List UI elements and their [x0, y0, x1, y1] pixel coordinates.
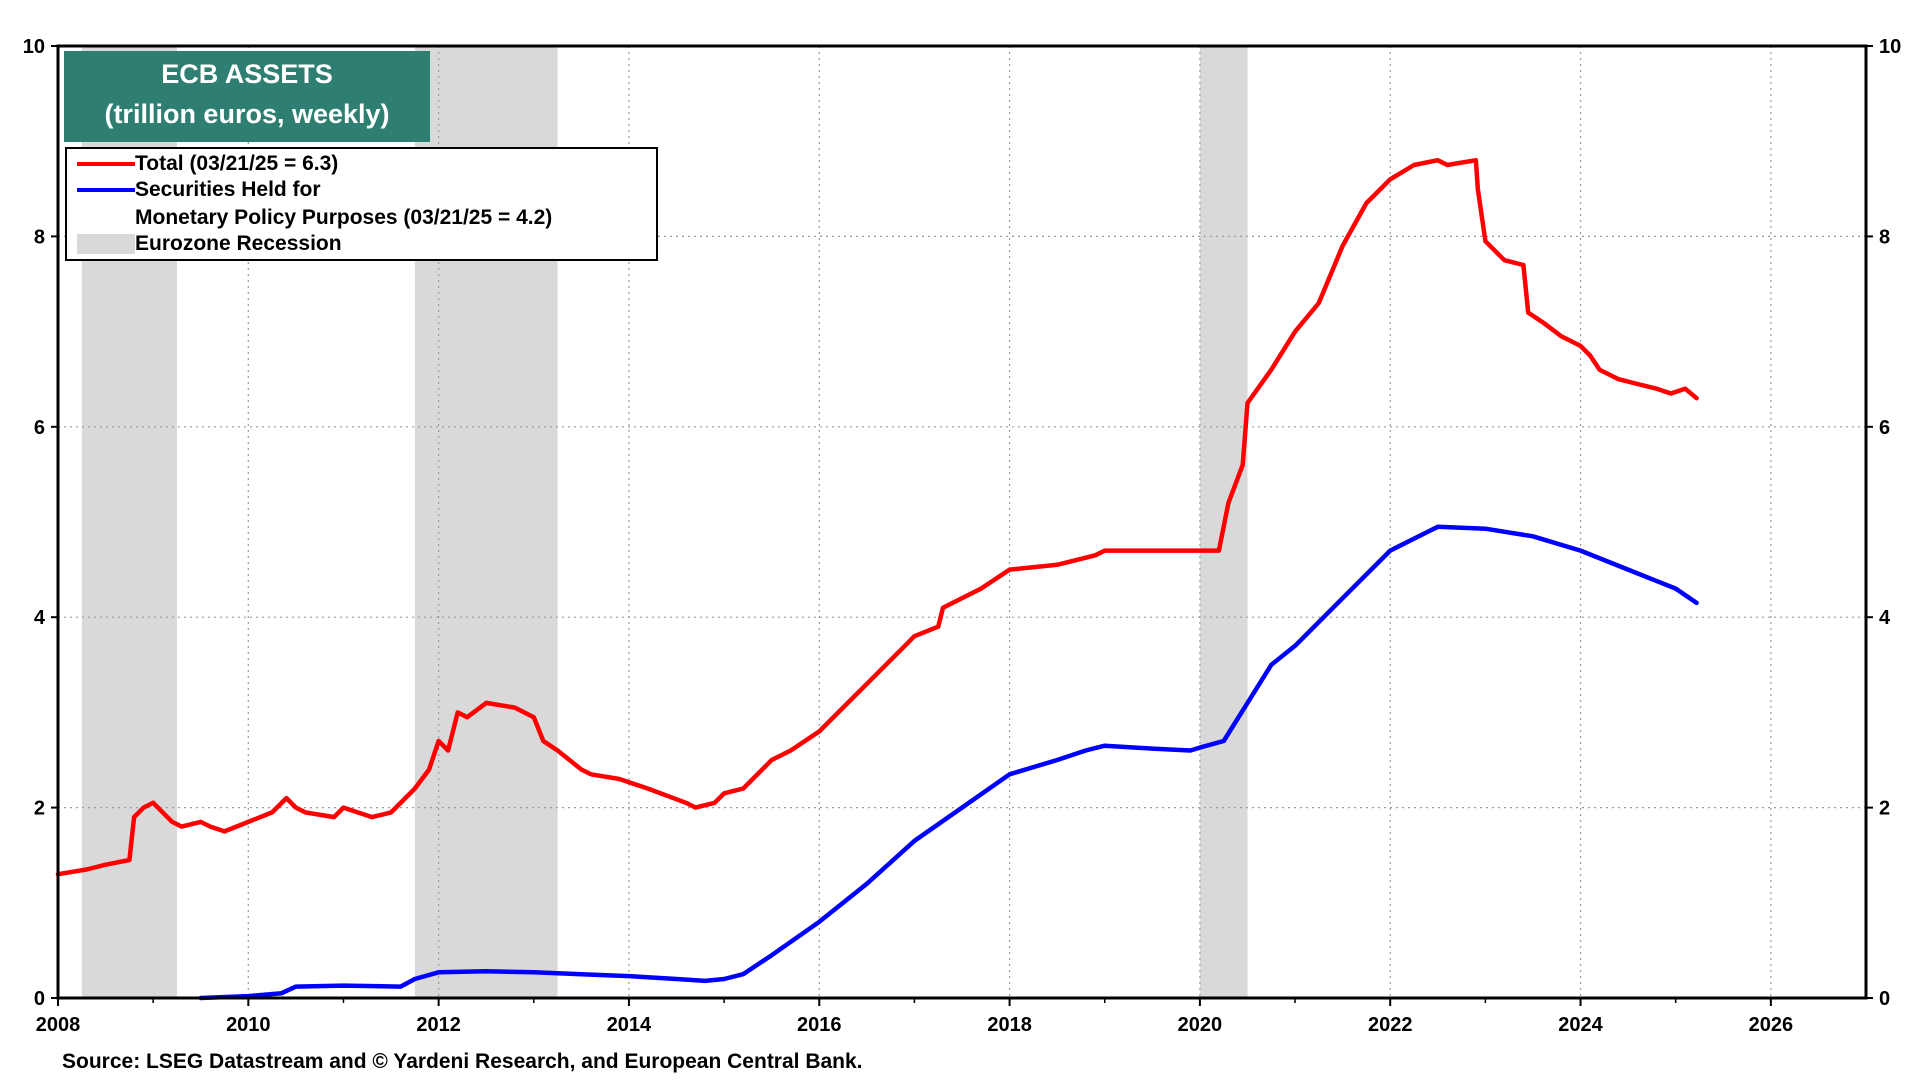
source-note: Source: LSEG Datastream and © Yardeni Re… — [62, 1050, 863, 1073]
y-tick-label-left-8: 8 — [34, 226, 45, 248]
chart-title-box: ECB ASSETS (trillion euros, weekly) — [64, 51, 430, 142]
y-tick-label-right-10: 10 — [1879, 36, 1901, 58]
x-tick-label-2018: 2018 — [987, 1014, 1032, 1036]
legend-label-securities-1: Securities Held for — [135, 178, 321, 201]
x-tick-label-2024: 2024 — [1558, 1014, 1603, 1036]
x-tick-label-2020: 2020 — [1178, 1014, 1223, 1036]
y-tick-label-right-6: 6 — [1879, 417, 1890, 439]
x-tick-label-2016: 2016 — [797, 1014, 842, 1036]
y-tick-label-right-0: 0 — [1879, 988, 1890, 1010]
y-tick-label-right-2: 2 — [1879, 798, 1890, 820]
x-tick-label-2022: 2022 — [1368, 1014, 1413, 1036]
y-tick-label-right-8: 8 — [1879, 226, 1890, 248]
x-tick-label-2010: 2010 — [226, 1014, 271, 1036]
x-tick-label-2014: 2014 — [607, 1014, 652, 1036]
legend-label-recession: Eurozone Recession — [135, 232, 342, 255]
legend-swatch-securities — [77, 188, 135, 192]
series-line-securities — [198, 524, 1699, 1001]
y-tick-label-left-0: 0 — [34, 988, 45, 1010]
x-tick-label-2012: 2012 — [416, 1014, 461, 1036]
x-tick-label-2026: 2026 — [1749, 1014, 1794, 1036]
plot-frame — [56, 44, 1868, 1000]
series-line-total — [55, 157, 1699, 877]
legend-label-total: Total (03/21/25 = 6.3) — [135, 152, 339, 175]
x-tick-label-2008: 2008 — [36, 1014, 81, 1036]
y-tick-label-left-6: 6 — [34, 417, 45, 439]
y-tick-label-left-2: 2 — [34, 798, 45, 820]
legend-swatch-recession — [77, 234, 135, 254]
y-tick-label-left-10: 10 — [23, 36, 45, 58]
chart-title: ECB ASSETS — [161, 59, 333, 89]
legend: Total (03/21/25 = 6.3) Securities Held f… — [65, 147, 658, 261]
y-tick-label-left-4: 4 — [34, 607, 46, 629]
legend-label-securities-2: Monetary Policy Purposes (03/21/25 = 4.2… — [135, 206, 553, 229]
legend-swatch-total — [77, 162, 135, 166]
y-tick-label-right-4: 4 — [1879, 607, 1891, 629]
chart-subtitle: (trillion euros, weekly) — [104, 99, 390, 129]
